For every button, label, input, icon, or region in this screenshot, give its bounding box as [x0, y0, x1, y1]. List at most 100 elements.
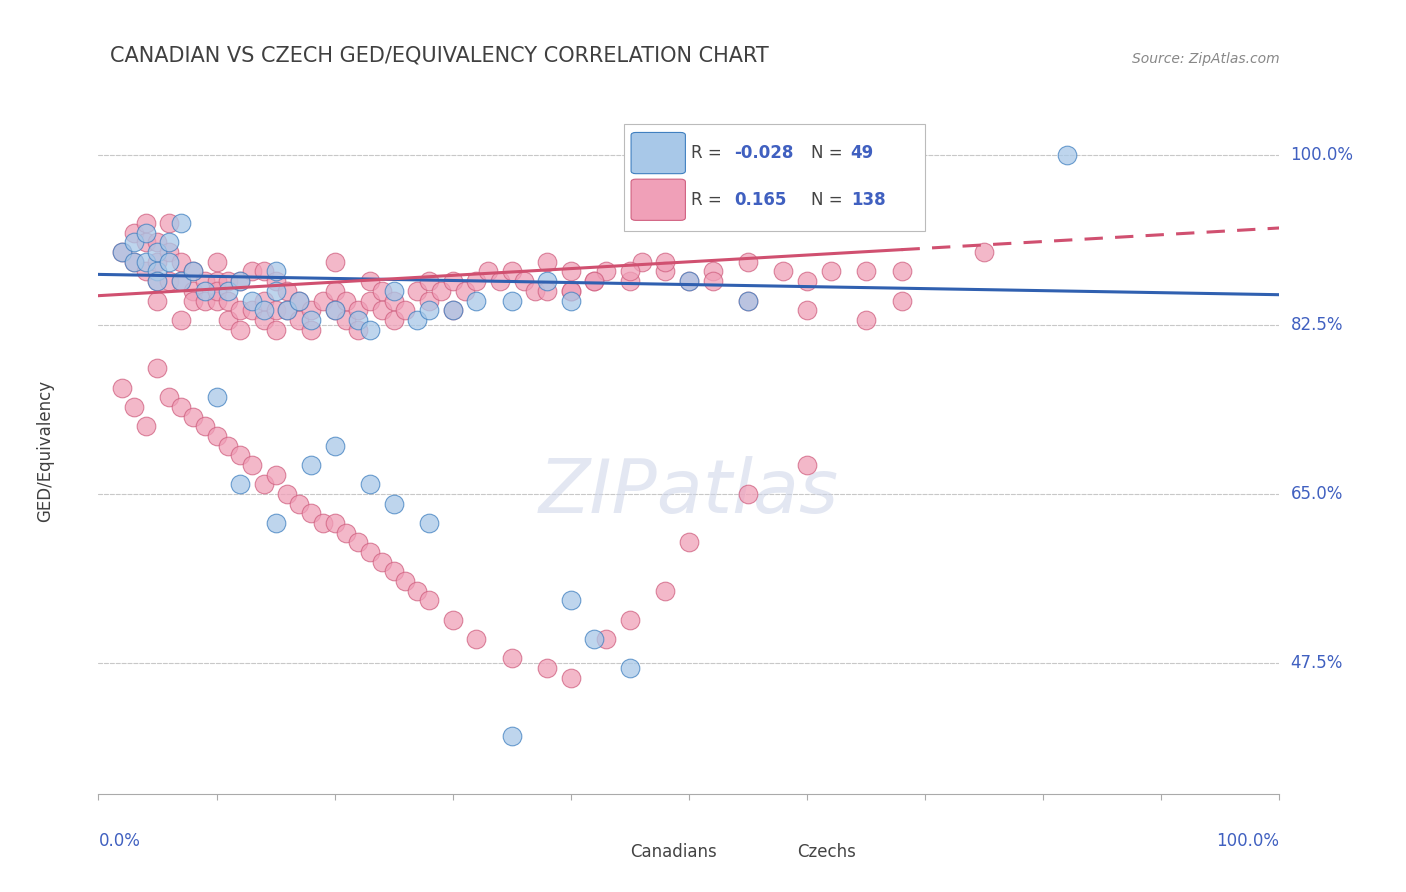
- Point: [312, 293, 335, 308]
- Point: [560, 293, 582, 308]
- Point: [382, 293, 405, 308]
- Point: [595, 264, 617, 278]
- Text: 138: 138: [851, 191, 886, 209]
- Point: [619, 264, 641, 278]
- Point: [678, 274, 700, 288]
- Point: [205, 293, 228, 308]
- Text: N =: N =: [811, 145, 848, 162]
- Point: [323, 303, 346, 318]
- Text: R =: R =: [692, 191, 727, 209]
- Point: [536, 255, 558, 269]
- Point: [406, 284, 429, 298]
- Point: [122, 400, 145, 414]
- Point: [654, 264, 676, 278]
- Point: [312, 516, 335, 530]
- Point: [560, 264, 582, 278]
- Point: [122, 255, 145, 269]
- Point: [382, 565, 405, 579]
- Point: [194, 284, 217, 298]
- Point: [796, 458, 818, 472]
- Point: [205, 284, 228, 298]
- Point: [122, 255, 145, 269]
- Point: [501, 264, 523, 278]
- Point: [157, 216, 180, 230]
- Point: [170, 400, 193, 414]
- Point: [253, 264, 276, 278]
- Point: [654, 583, 676, 598]
- Point: [654, 255, 676, 269]
- Point: [335, 293, 357, 308]
- Point: [335, 313, 357, 327]
- Point: [335, 525, 357, 540]
- Point: [737, 293, 759, 308]
- Point: [323, 516, 346, 530]
- Point: [217, 293, 239, 308]
- Point: [441, 613, 464, 627]
- Point: [560, 671, 582, 685]
- Point: [264, 467, 287, 482]
- Text: ZIPatlas: ZIPatlas: [538, 456, 839, 528]
- Text: GED/Equivalency: GED/Equivalency: [37, 379, 55, 522]
- Point: [135, 255, 157, 269]
- Point: [264, 303, 287, 318]
- Point: [524, 284, 547, 298]
- Point: [205, 429, 228, 443]
- Point: [890, 293, 912, 308]
- Point: [240, 264, 263, 278]
- Point: [240, 293, 263, 308]
- Point: [583, 274, 606, 288]
- Point: [146, 293, 169, 308]
- Text: R =: R =: [692, 145, 727, 162]
- Text: 100.0%: 100.0%: [1291, 146, 1354, 164]
- Point: [264, 322, 287, 336]
- Point: [205, 274, 228, 288]
- Point: [441, 303, 464, 318]
- Point: [205, 255, 228, 269]
- FancyBboxPatch shape: [631, 132, 685, 174]
- Point: [288, 497, 311, 511]
- FancyBboxPatch shape: [624, 124, 925, 231]
- Point: [276, 487, 298, 501]
- FancyBboxPatch shape: [585, 839, 626, 870]
- Point: [299, 313, 322, 327]
- Point: [619, 274, 641, 288]
- Point: [181, 284, 204, 298]
- Point: [583, 632, 606, 646]
- Point: [276, 284, 298, 298]
- Point: [157, 274, 180, 288]
- Point: [146, 255, 169, 269]
- Point: [181, 264, 204, 278]
- Point: [347, 303, 370, 318]
- Point: [264, 274, 287, 288]
- Point: [630, 255, 652, 269]
- Point: [146, 245, 169, 260]
- Point: [194, 419, 217, 434]
- Point: [855, 313, 877, 327]
- Point: [560, 284, 582, 298]
- Point: [170, 255, 193, 269]
- Point: [217, 274, 239, 288]
- Point: [371, 284, 394, 298]
- Point: [501, 293, 523, 308]
- Point: [253, 313, 276, 327]
- Point: [264, 516, 287, 530]
- Point: [595, 632, 617, 646]
- Point: [135, 419, 157, 434]
- FancyBboxPatch shape: [631, 179, 685, 220]
- Text: 0.0%: 0.0%: [98, 831, 141, 850]
- Point: [536, 274, 558, 288]
- Point: [276, 303, 298, 318]
- Text: 65.0%: 65.0%: [1291, 485, 1343, 503]
- Point: [157, 255, 180, 269]
- Point: [359, 545, 381, 559]
- Point: [796, 303, 818, 318]
- Text: CANADIAN VS CZECH GED/EQUIVALENCY CORRELATION CHART: CANADIAN VS CZECH GED/EQUIVALENCY CORREL…: [110, 45, 769, 66]
- Point: [229, 274, 252, 288]
- Point: [157, 245, 180, 260]
- Point: [560, 284, 582, 298]
- Point: [489, 274, 512, 288]
- Point: [359, 293, 381, 308]
- Point: [157, 390, 180, 404]
- Point: [264, 284, 287, 298]
- Point: [418, 593, 440, 607]
